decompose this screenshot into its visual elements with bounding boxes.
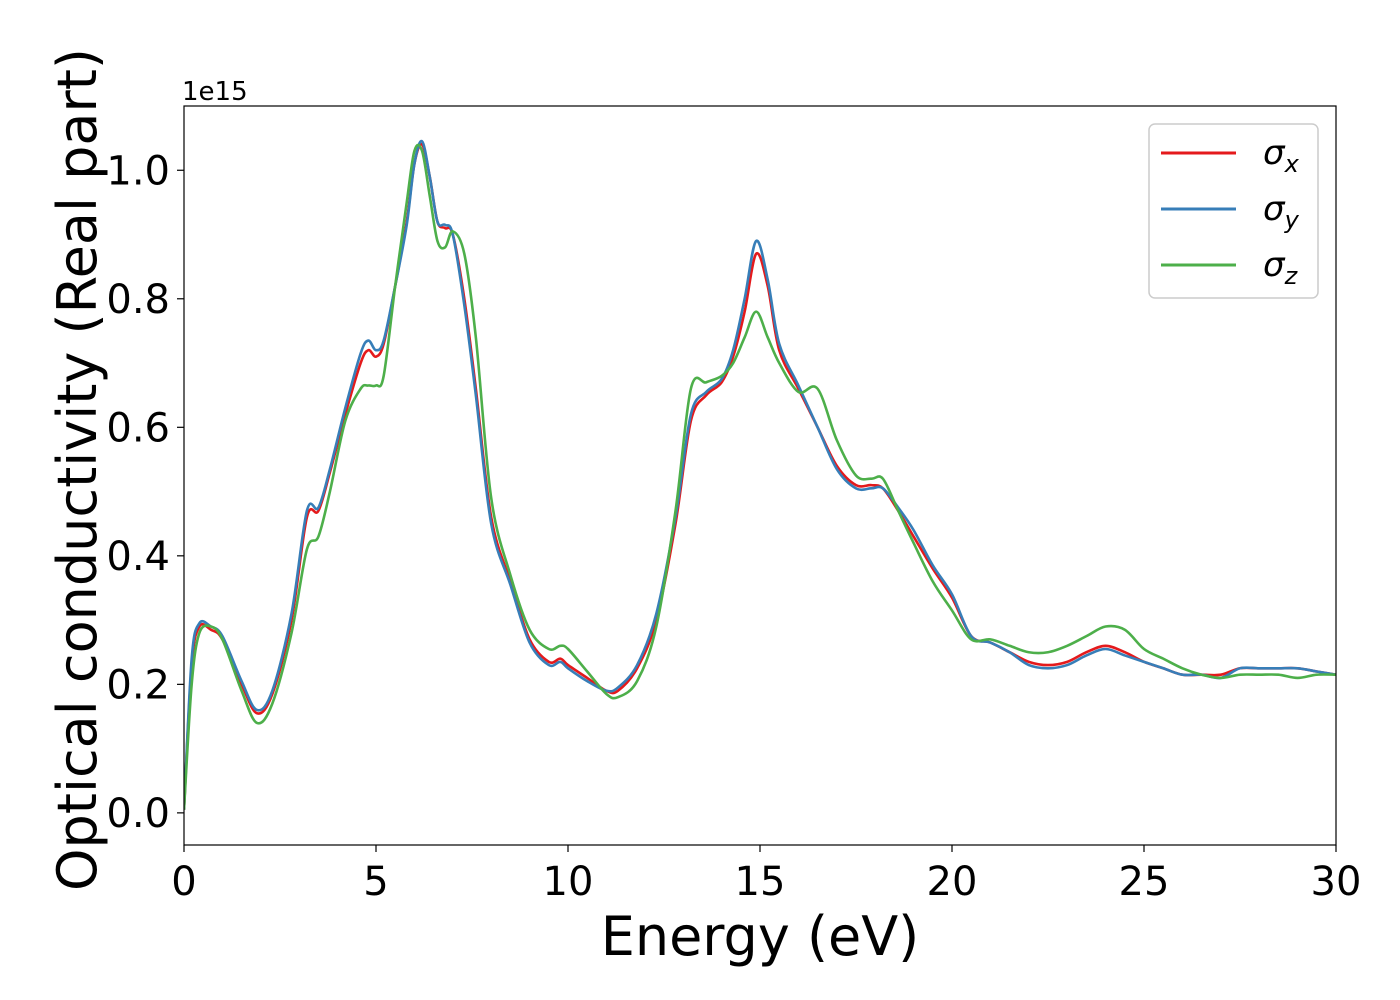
legend-label-subscript: x xyxy=(1284,150,1300,178)
legend-label-subscript: z xyxy=(1284,262,1299,290)
legend-label-base: σ xyxy=(1263,189,1286,229)
y-tick-label: 0.6 xyxy=(106,405,170,451)
x-tick-label: 25 xyxy=(1119,859,1170,905)
ticks-layer: 0 5 10 15 20 25 30 0.0 0.2 0.4 0.6 0.8 1.0 xyxy=(106,148,1361,905)
series-line-z xyxy=(184,143,1336,810)
y-tick-label: 0.2 xyxy=(106,662,170,708)
y-tick-label: 0.8 xyxy=(106,277,170,323)
x-tick-label: 0 xyxy=(171,859,196,905)
y-tick-label: 0.4 xyxy=(106,534,170,580)
legend-label-base: σ xyxy=(1263,133,1286,173)
x-tick-label: 15 xyxy=(735,859,786,905)
legend-label-z: σz xyxy=(1263,245,1299,290)
y-offset-text: 1e15 xyxy=(182,77,248,107)
legend-label-base: σ xyxy=(1263,245,1286,285)
x-tick-label: 20 xyxy=(927,859,978,905)
x-tick-label: 30 xyxy=(1311,859,1362,905)
series-layer xyxy=(184,139,1336,810)
x-tick-label: 10 xyxy=(543,859,594,905)
legend-label-y: σy xyxy=(1263,189,1300,234)
legend-label-subscript: y xyxy=(1284,206,1300,234)
y-tick-label: 0.0 xyxy=(106,791,170,837)
y-tick-label: 1.0 xyxy=(106,148,170,194)
legend-box xyxy=(1148,123,1319,299)
x-axis-title: Energy (eV) xyxy=(601,905,920,968)
y-axis-title: Optical conductivity (Real part) xyxy=(46,48,109,891)
x-tick-label: 5 xyxy=(363,859,388,905)
legend-label-x: σx xyxy=(1263,133,1300,178)
